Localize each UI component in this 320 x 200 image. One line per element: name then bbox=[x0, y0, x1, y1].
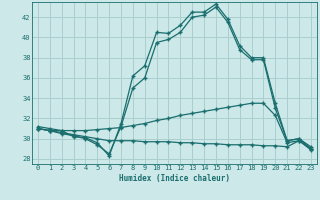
X-axis label: Humidex (Indice chaleur): Humidex (Indice chaleur) bbox=[119, 174, 230, 183]
